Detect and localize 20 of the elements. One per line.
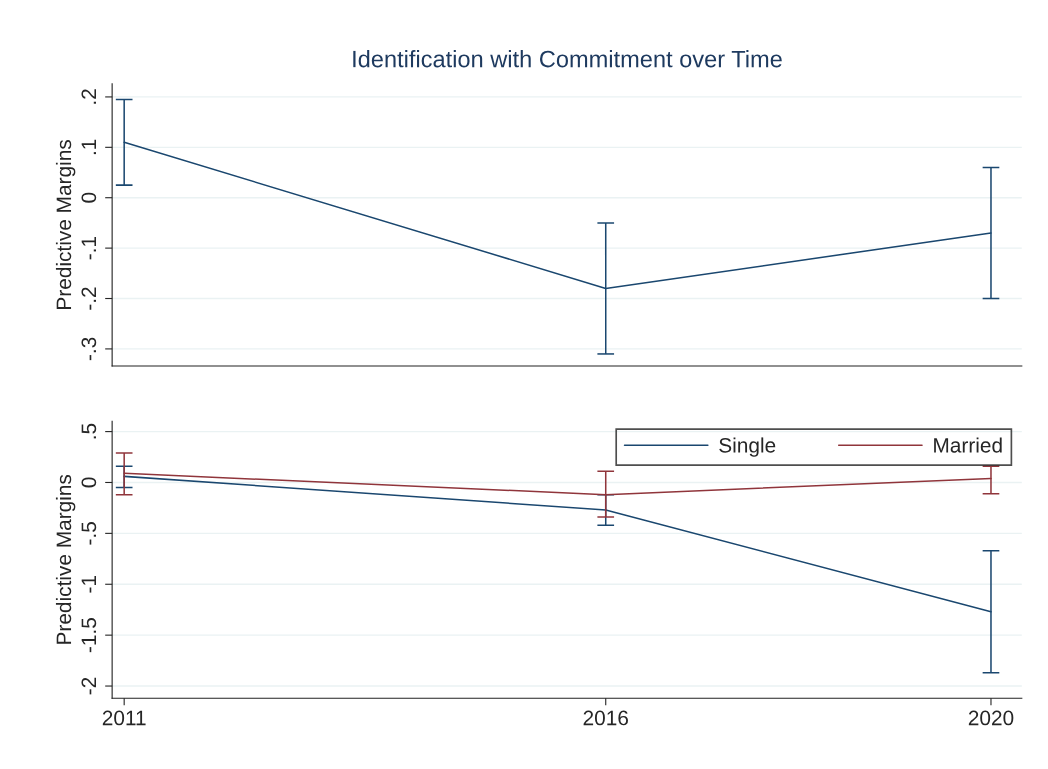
y-tick-label: .2 bbox=[81, 89, 97, 104]
y-tick-label: -.2 bbox=[81, 287, 97, 310]
y-tick-label: .5 bbox=[81, 423, 97, 439]
y-tick-label: 0 bbox=[81, 192, 97, 203]
y-axis-title: Predictive Margins bbox=[55, 474, 76, 644]
y-tick-label: -.3 bbox=[81, 337, 97, 361]
y-axis-title: Predictive Margins bbox=[55, 140, 76, 309]
chart-title: Identification with Commitment over Time bbox=[353, 50, 782, 68]
y-tick-label: -1 bbox=[81, 576, 97, 593]
y-tick-label: 0 bbox=[81, 477, 97, 488]
y-tick-label: -1.5 bbox=[81, 618, 97, 653]
legend-label: Single bbox=[719, 437, 776, 457]
legend-label: Married bbox=[934, 437, 1002, 453]
y-tick-label: -.1 bbox=[81, 236, 97, 260]
y-tick-label: -.5 bbox=[81, 522, 97, 545]
y-tick-label: .1 bbox=[81, 139, 97, 155]
y-tick-label: -2 bbox=[81, 677, 97, 695]
x-tick-label: 2011 bbox=[102, 710, 146, 726]
x-tick-label: 2020 bbox=[968, 710, 1014, 726]
x-tick-label: 2016 bbox=[583, 710, 628, 726]
